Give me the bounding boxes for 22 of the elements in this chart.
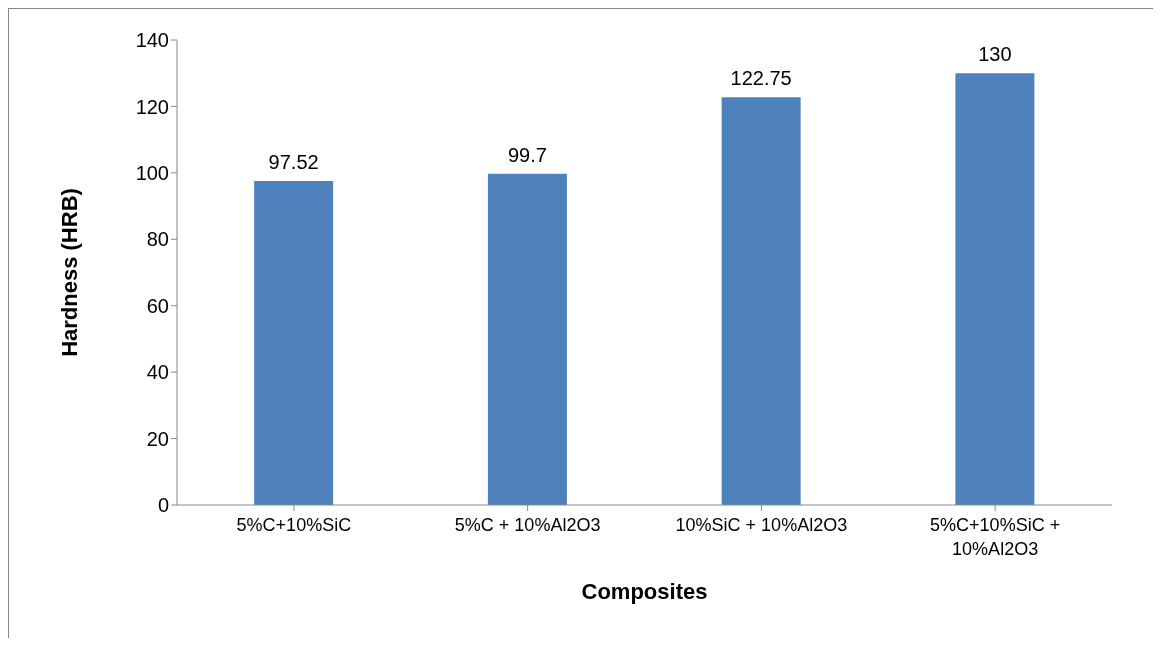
y-tick-label: 20 [146,427,169,450]
y-axis-title: Hardness (HRB) [56,188,82,357]
bar [721,97,801,505]
y-tick-label: 0 [157,494,169,517]
bar [487,173,567,505]
y-tick-label: 100 [135,161,169,184]
y-tick-label: 40 [146,361,169,384]
y-tick-label: 80 [146,228,169,251]
x-tick-label: 5%C+10%SiC + 10%Al2O3 [930,515,1061,559]
x-tick-label: 10%SiC + 10%Al2O3 [675,515,848,535]
x-tick-label: 5%C + 10%Al2O3 [454,515,601,535]
x-axis-title: Composites [581,579,708,604]
x-tick-label: 5%C+10%SiC [236,515,352,535]
data-label: 130 [978,43,1012,66]
bar [955,73,1035,505]
data-label: 97.52 [268,151,319,174]
y-tick-label: 140 [135,29,169,52]
y-tick-label: 60 [146,294,169,317]
data-label: 99.7 [507,143,547,166]
data-label: 122.75 [730,67,792,90]
bar [254,181,334,505]
y-tick-label: 120 [135,95,169,118]
